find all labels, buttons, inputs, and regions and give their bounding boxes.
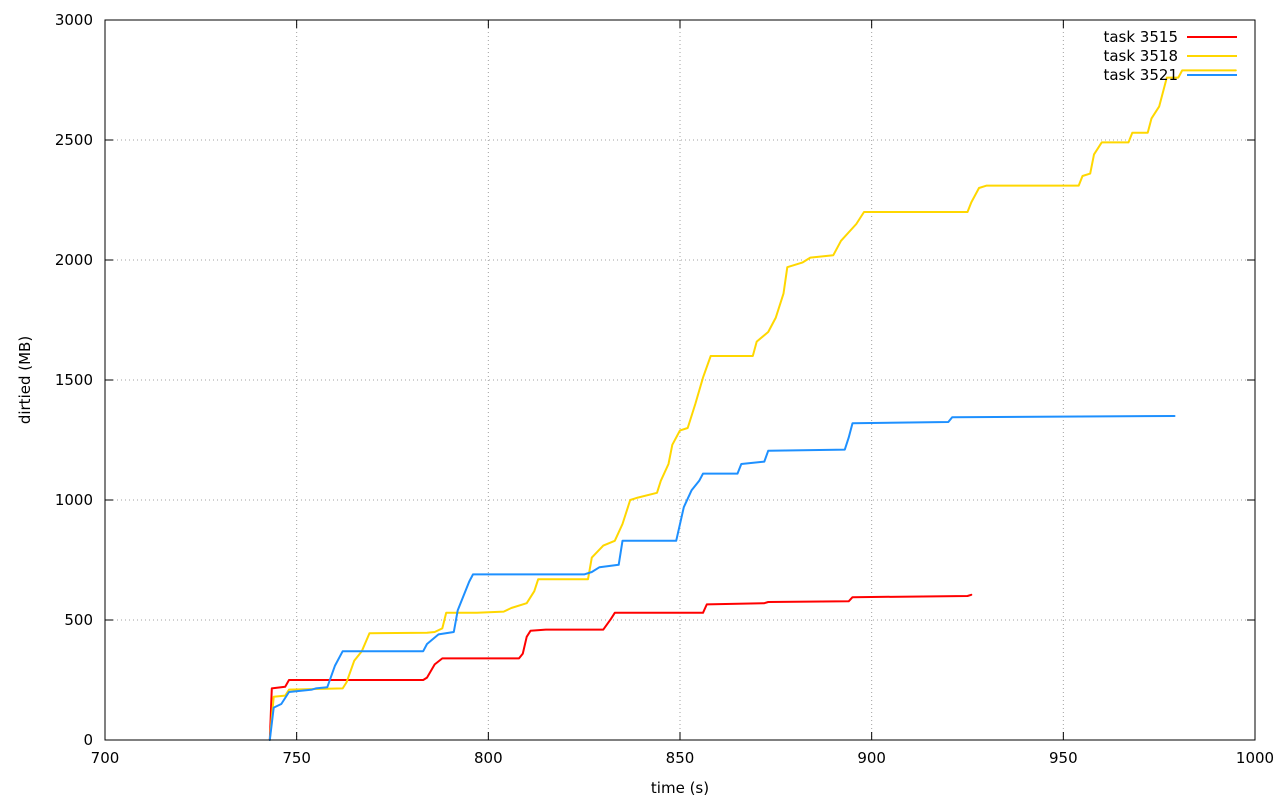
x-tick-label: 750 bbox=[282, 749, 311, 767]
y-tick-label: 3000 bbox=[55, 11, 93, 29]
y-tick-label: 2000 bbox=[55, 251, 93, 269]
axis-ticks: 700 750 800 850 900 950 1000 0 500 1000 1500 2000 25… bbox=[55, 11, 1274, 767]
series-line-task-3521 bbox=[268, 415, 1176, 741]
y-tick-label: 500 bbox=[64, 611, 93, 629]
y-tick-label: 0 bbox=[83, 731, 93, 749]
y-tick-label: 1500 bbox=[55, 371, 93, 389]
series-line-task-3518 bbox=[268, 69, 1237, 741]
y-tick-label: 2500 bbox=[55, 131, 93, 149]
x-tick-label: 900 bbox=[857, 749, 886, 767]
legend-label: task 3521 bbox=[1103, 66, 1178, 84]
y-axis-title: dirtied (MB) bbox=[16, 336, 34, 424]
x-tick-label: 700 bbox=[91, 749, 120, 767]
x-tick-label: 850 bbox=[666, 749, 695, 767]
plot-frame bbox=[104, 19, 1256, 741]
grid bbox=[105, 20, 1255, 740]
legend-label: task 3518 bbox=[1103, 47, 1178, 65]
series-lines bbox=[268, 69, 1237, 741]
x-tick-label: 950 bbox=[1049, 749, 1078, 767]
x-axis-title: time (s) bbox=[651, 779, 709, 797]
legend-label: task 3515 bbox=[1103, 28, 1178, 46]
x-tick-label: 800 bbox=[474, 749, 503, 767]
x-tick-label: 1000 bbox=[1236, 749, 1274, 767]
series-line-task-3515 bbox=[268, 593, 973, 741]
y-tick-label: 1000 bbox=[55, 491, 93, 509]
